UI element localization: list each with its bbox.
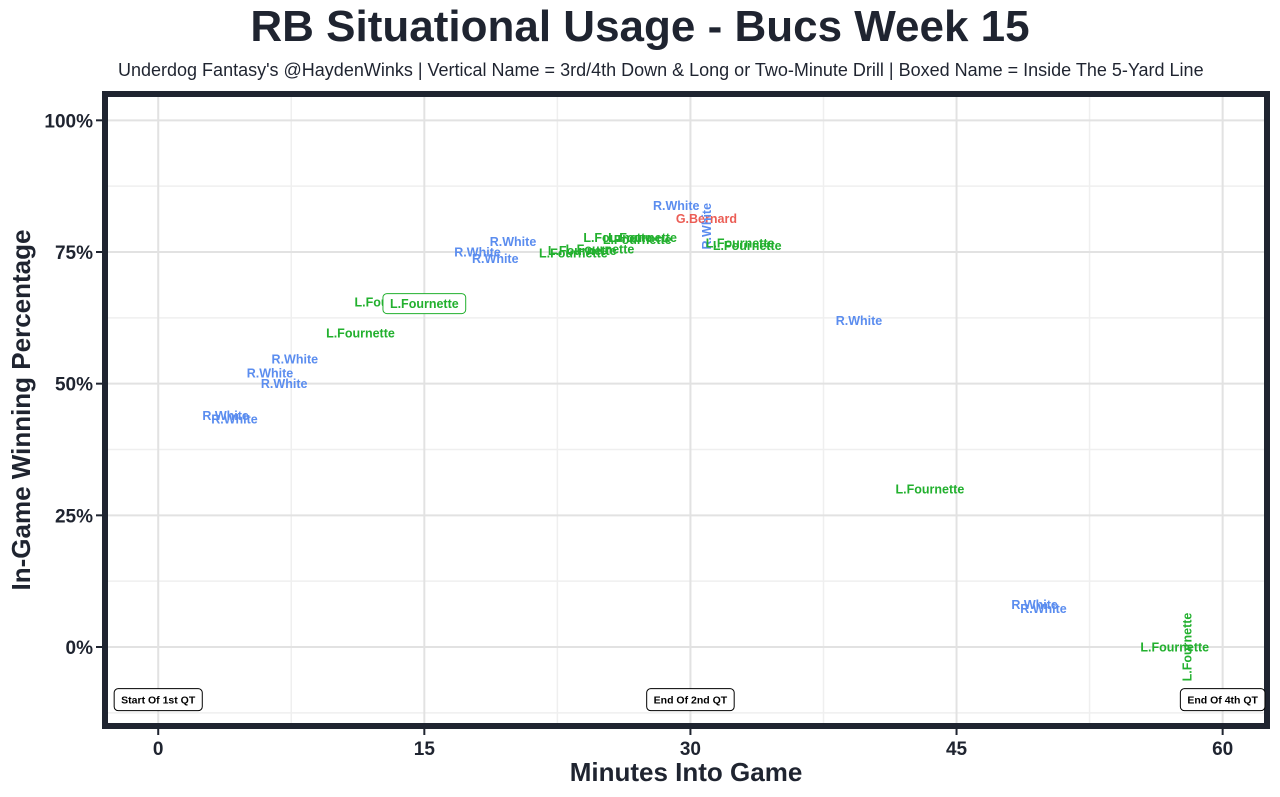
y-tick-label: 25%: [55, 506, 93, 527]
player-label: R.White: [653, 199, 700, 213]
player-label: R.White: [211, 412, 258, 426]
player-labels: R.WhiteR.WhiteR.WhiteR.WhiteR.WhiteL.Fou…: [202, 199, 1209, 681]
player-label-text: L.Fournette: [1181, 613, 1195, 682]
player-label: G.Bernard: [676, 212, 737, 226]
y-tick-label: 50%: [55, 375, 93, 396]
x-axis: 0 15 30 45 60: [153, 729, 1233, 760]
player-label-text: L.Fournette: [390, 297, 459, 311]
player-label-text: L.Fournette: [548, 244, 617, 258]
y-tick-label: 0%: [66, 638, 94, 659]
player-label-text: R.White: [261, 377, 308, 391]
quarter-annotation: End Of 4th QT: [1179, 688, 1266, 712]
player-label-text: L.Fournette: [706, 237, 775, 251]
boxed-label-border: [382, 293, 467, 315]
player-label-text: R.White: [490, 235, 537, 249]
player-label-text: L.Fournette: [603, 233, 672, 247]
player-label: L.Fournette: [896, 483, 965, 497]
player-label: L.Fournette: [1140, 641, 1209, 655]
x-tick-label: 15: [414, 739, 436, 760]
player-label-text: L.Fournette: [1140, 641, 1209, 655]
player-label-text: L.Fournette: [539, 247, 608, 261]
player-label-text: G.Bernard: [676, 212, 737, 226]
x-tick-label: 0: [153, 739, 164, 760]
player-label: L.Fournette: [566, 242, 635, 256]
player-label-text: L.Fournette: [566, 242, 635, 256]
player-label-text: R.White: [1020, 602, 1067, 616]
grid-lines: [105, 94, 1267, 726]
player-label: L.Fournette: [1181, 613, 1195, 682]
player-label: R.White: [261, 377, 308, 391]
y-tick-label: 75%: [55, 243, 93, 264]
player-label: R.White: [1011, 598, 1058, 612]
y-tick-label: 100%: [44, 111, 93, 132]
quarter-annotations: Start Of 1st QT End Of 2nd QT End Of 4th Q…: [113, 688, 1266, 712]
player-label: R.White: [700, 203, 714, 250]
quarter-annotation-text: End Of 2nd QT: [654, 695, 728, 707]
quarter-annotation: End Of 2nd QT: [646, 688, 735, 712]
player-label-text: L.Fournette: [896, 483, 965, 497]
quarter-annotation-box: [646, 688, 735, 712]
chart-title: RB Situational Usage - Bucs Week 15: [250, 2, 1030, 51]
player-label: R.White: [202, 409, 249, 423]
player-label: L.Fournette: [548, 244, 617, 258]
player-label-text: L.Fournette: [713, 239, 782, 253]
player-label-text: R.White: [836, 314, 883, 328]
player-label-text: R.White: [202, 409, 249, 423]
quarter-annotation-text: Start Of 1st QT: [121, 695, 196, 707]
quarter-annotation-text: End Of 4th QT: [1187, 695, 1258, 707]
player-label-text: R.White: [247, 367, 294, 381]
player-label-text: L.Fournette: [583, 231, 652, 245]
player-label-text: R.White: [454, 246, 501, 260]
x-axis-label: Minutes Into Game: [570, 757, 803, 787]
chart-subtitle: Underdog Fantasy's @HaydenWinks | Vertic…: [118, 60, 1204, 80]
player-label-text: R.White: [472, 252, 519, 266]
player-label: L.Fournette: [583, 231, 652, 245]
y-axis: 0% 25% 50% 75% 100%: [44, 111, 102, 659]
x-tick-label: 60: [1212, 739, 1233, 760]
player-label-text: L.Fournette: [326, 327, 395, 341]
player-label: L.Fournette: [539, 247, 608, 261]
player-label: R.White: [1020, 602, 1067, 616]
quarter-annotation-box: [1179, 688, 1266, 712]
player-label: R.White: [490, 235, 537, 249]
player-label: L.Fournette: [713, 239, 782, 253]
quarter-annotation-box: [113, 688, 203, 712]
quarter-annotation: Start Of 1st QT: [113, 688, 203, 712]
y-axis-label: In-Game Winning Percentage: [6, 230, 36, 591]
player-label-text: R.White: [1011, 598, 1058, 612]
player-label-text: R.White: [653, 199, 700, 213]
plot-frame: [102, 91, 1270, 729]
player-label-text: R.White: [272, 352, 319, 366]
x-tick-label: 45: [946, 739, 968, 760]
x-tick-label: 30: [680, 739, 701, 760]
player-label-text: R.White: [211, 412, 258, 426]
player-label: R.White: [836, 314, 883, 328]
player-label: L.Fournette: [326, 327, 395, 341]
player-label: R.White: [247, 367, 294, 381]
player-label: L.Fournette: [382, 293, 467, 315]
player-label: R.White: [454, 246, 501, 260]
player-label-text: R.White: [700, 203, 714, 250]
player-label: L.Fournette: [706, 237, 775, 251]
player-label: L.Fournette: [603, 233, 672, 247]
player-label-text: L.Fournette: [608, 231, 677, 245]
player-label: L.Fournette: [608, 231, 677, 245]
player-label: R.White: [472, 252, 519, 266]
player-label: R.White: [272, 352, 319, 366]
